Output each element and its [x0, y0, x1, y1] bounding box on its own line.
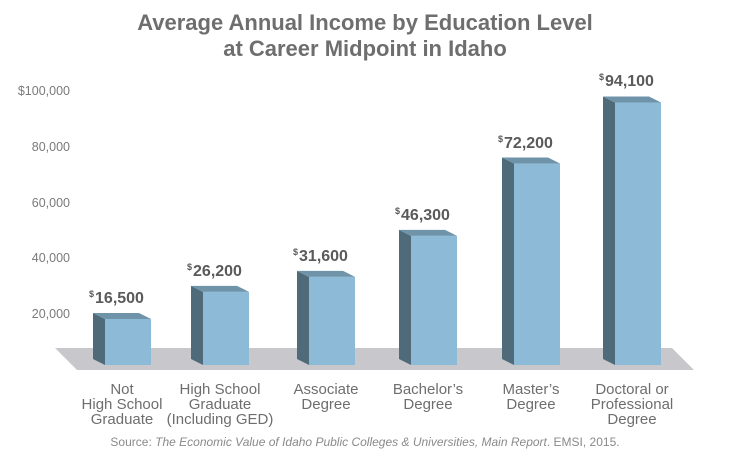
x-tick-label-line: Bachelor’s	[392, 381, 464, 398]
x-tick-label-line: Degree	[403, 396, 453, 413]
bar-front	[411, 235, 457, 365]
bar	[399, 229, 457, 365]
source-prefix: Source:	[110, 435, 156, 449]
bar-side	[297, 270, 309, 365]
x-tick-label-line: Doctoral or	[595, 381, 669, 398]
x-tick-label-line: (Including GED)	[166, 411, 274, 428]
y-tick-label: 20,000	[31, 307, 70, 322]
bar-top	[297, 270, 355, 277]
source-suffix: . EMSI, 2015.	[546, 435, 620, 449]
bar	[297, 270, 355, 365]
y-tick-label: $100,000	[17, 84, 70, 98]
value-text: 16,500	[95, 289, 144, 307]
x-tick-label-line: Associate	[293, 381, 359, 398]
currency-symbol: $	[187, 261, 193, 272]
value-label: $16,500	[89, 288, 144, 308]
value-text: 26,200	[193, 262, 242, 280]
bar-front	[615, 102, 661, 365]
x-tick-label-line: Degree	[506, 396, 556, 413]
currency-symbol: $	[599, 72, 605, 83]
value-label: $72,200	[498, 133, 553, 153]
x-tick-label: Doctoral or Professional Degree	[567, 382, 697, 427]
x-tick-label-line: Graduate	[188, 396, 252, 413]
chart-title-line-2: at Career Midpoint in Idaho	[223, 36, 507, 61]
bar-front	[203, 291, 249, 365]
bar	[191, 285, 249, 365]
value-text: 72,200	[504, 134, 553, 152]
bar-front	[105, 318, 151, 365]
bar-side	[399, 229, 411, 365]
bar-top	[191, 285, 249, 292]
currency-symbol: $	[498, 133, 504, 144]
bar-side	[191, 285, 203, 365]
bar-top	[399, 229, 457, 236]
bar-top	[502, 157, 560, 164]
bar	[603, 96, 661, 365]
x-tick-label-line: Master’s	[502, 381, 560, 398]
y-tick-label: 80,000	[31, 139, 70, 154]
bar-side	[603, 96, 615, 365]
value-text: 46,300	[401, 206, 450, 224]
x-tick-label-line: High School	[81, 396, 163, 413]
value-label: $94,100	[599, 72, 654, 91]
x-tick-label: Bachelor’s Degree	[363, 382, 493, 412]
x-tick-label-line: High School	[179, 381, 261, 398]
bar-side	[93, 312, 105, 365]
x-tick-label-line: Professional	[590, 396, 674, 413]
y-tick-label: 60,000	[31, 195, 70, 210]
y-tick-label: 40,000	[31, 251, 70, 266]
value-text: 94,100	[605, 73, 654, 91]
x-tick-label-line: Not	[110, 381, 134, 398]
source-note: Source: The Economic Value of Idaho Publ…	[0, 435, 730, 449]
x-tick-label-line: Degree	[607, 411, 657, 428]
value-text: 31,600	[299, 247, 348, 265]
bars-group	[93, 96, 661, 365]
bar-top	[603, 96, 661, 103]
x-tick-label-line: Degree	[301, 396, 351, 413]
x-tick-label: Not High School Graduate	[57, 382, 187, 427]
bar-top	[93, 312, 151, 319]
source-title: The Economic Value of Idaho Public Colle…	[155, 435, 547, 449]
x-tick-label: Master’s Degree	[466, 382, 596, 412]
bar	[93, 312, 151, 365]
currency-symbol: $	[293, 246, 299, 257]
bar	[502, 157, 560, 365]
x-tick-label-line: Graduate	[90, 411, 154, 428]
value-label: $46,300	[395, 205, 450, 225]
bar-side	[502, 157, 514, 365]
value-label: $26,200	[187, 261, 242, 281]
value-label: $31,600	[293, 246, 348, 266]
bar-front	[309, 276, 355, 365]
x-tick-label: High School Graduate (Including GED)	[155, 382, 285, 427]
chart-title-line-1: Average Annual Income by Education Level	[137, 10, 593, 35]
currency-symbol: $	[395, 205, 401, 216]
bar-front	[514, 163, 560, 365]
x-tick-label: Associate Degree	[261, 382, 391, 412]
currency-symbol: $	[89, 288, 95, 299]
